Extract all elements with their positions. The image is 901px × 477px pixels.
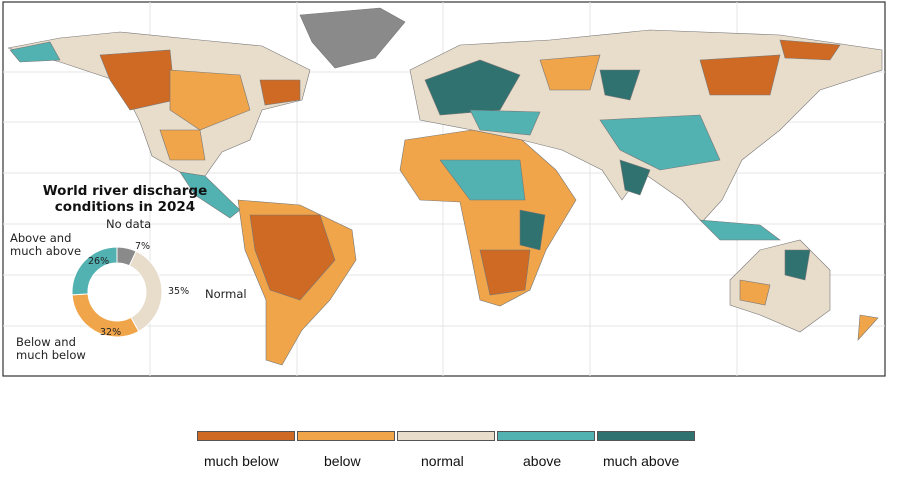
greenland <box>299 7 406 69</box>
chart-title: World river discharge conditions in 2024 <box>42 183 208 215</box>
legend-swatch-normal <box>397 431 495 441</box>
donut-slice-above <box>71 246 118 296</box>
label-below: Below and much below <box>16 335 86 362</box>
central-america <box>179 171 241 219</box>
label-no-data: No data <box>106 217 152 231</box>
legend-label-below: below <box>324 453 361 469</box>
donut-chart <box>71 246 163 338</box>
pct-no-data: 7% <box>135 241 151 252</box>
label-above: Above and much above <box>10 231 82 258</box>
label-normal: Normal <box>205 287 247 301</box>
legend-swatch-below <box>297 431 395 441</box>
africa <box>399 129 577 307</box>
legend <box>197 431 697 441</box>
legend-label-above: above <box>523 453 562 469</box>
pct-above: 26% <box>88 256 110 267</box>
legend-swatch-above <box>497 431 595 441</box>
legend-swatch-much-above <box>597 431 695 441</box>
world-map <box>2 1 886 377</box>
legend-swatch-much-below <box>197 431 295 441</box>
legend-label-much-above: much above <box>603 453 680 469</box>
legend-label-normal: normal <box>421 453 464 469</box>
legend-label-much-below: much below <box>204 453 279 469</box>
pct-normal: 35% <box>168 286 190 297</box>
pct-below: 32% <box>100 327 122 338</box>
